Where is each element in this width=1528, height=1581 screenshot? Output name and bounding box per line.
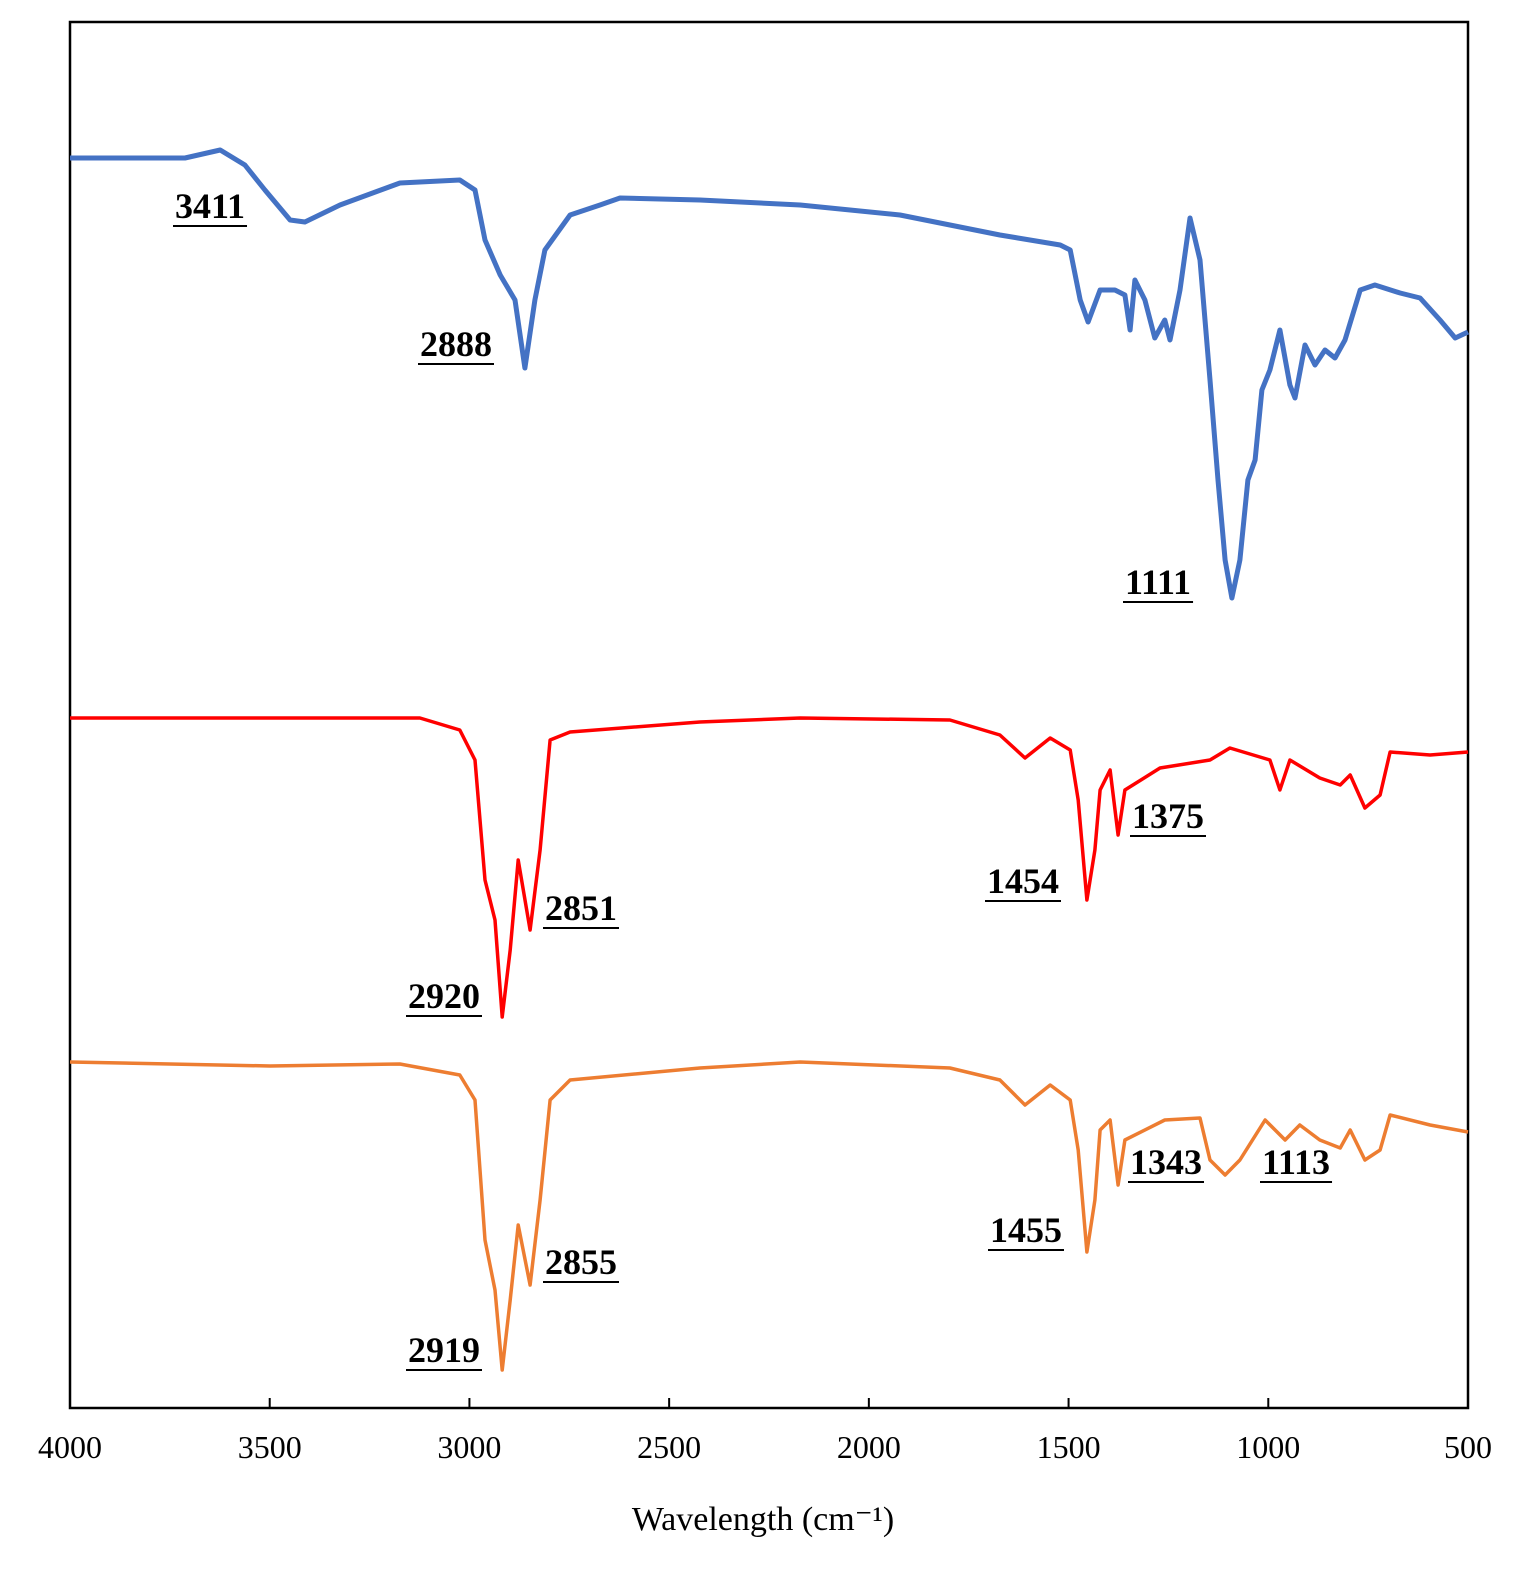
x-tick-label: 2000	[837, 1429, 901, 1465]
x-tick-label: 4000	[38, 1429, 102, 1465]
peak-label: 1455	[990, 1210, 1062, 1250]
x-axis-label: Wavelength (cm⁻¹)	[632, 1501, 894, 1538]
x-tick-label: 3000	[437, 1429, 501, 1465]
x-tick-label: 1500	[1037, 1429, 1101, 1465]
x-tick-label: 3500	[238, 1429, 302, 1465]
peak-label: 2920	[408, 976, 480, 1016]
peak-label: 1113	[1262, 1142, 1330, 1182]
spectrum-line	[70, 147, 1470, 601]
x-tick-label: 500	[1444, 1429, 1492, 1465]
x-tick-label: 1000	[1236, 1429, 1300, 1465]
peak-label: 1111	[1125, 562, 1191, 602]
x-tick-label: 2500	[637, 1429, 701, 1465]
peak-label: 1454	[987, 861, 1059, 901]
peak-label: 2919	[408, 1330, 480, 1370]
plot-frame	[68, 20, 1470, 1410]
peak-label: 3411	[175, 186, 245, 226]
peak-label: 2888	[420, 324, 492, 364]
peak-label: 2851	[545, 888, 617, 928]
spectrum-line	[70, 716, 1469, 1019]
peak-label: 1343	[1130, 1142, 1202, 1182]
spectrum-line	[69, 1060, 1469, 1372]
peak-label: 1375	[1132, 796, 1204, 836]
peak-label: 2855	[545, 1242, 617, 1282]
